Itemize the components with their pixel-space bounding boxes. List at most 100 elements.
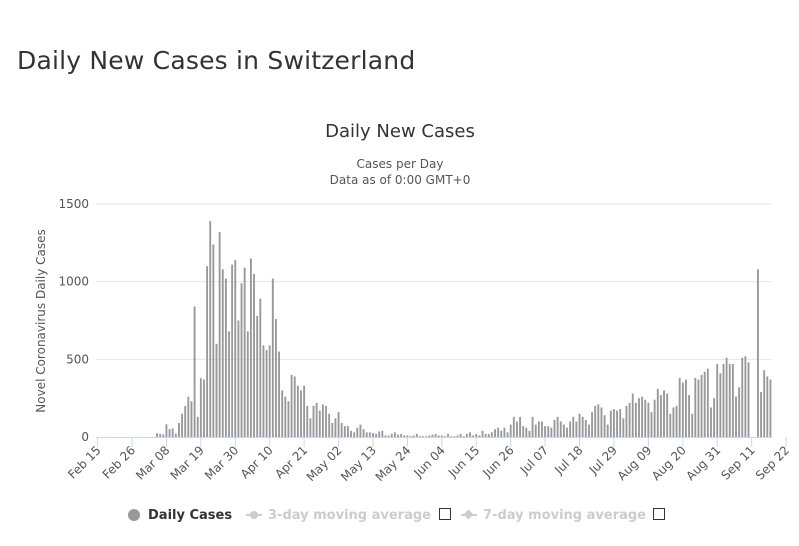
- bar-daily-cases[interactable]: [359, 424, 362, 437]
- bar-daily-cases[interactable]: [375, 433, 378, 437]
- bar-daily-cases[interactable]: [685, 379, 687, 437]
- bar-daily-cases[interactable]: [365, 432, 368, 437]
- bar-daily-cases[interactable]: [190, 401, 193, 437]
- bar-daily-cases[interactable]: [653, 399, 656, 437]
- bar-daily-cases[interactable]: [218, 231, 221, 437]
- bar-daily-cases[interactable]: [497, 427, 500, 437]
- bar-daily-cases[interactable]: [300, 390, 302, 437]
- bar-daily-cases[interactable]: [462, 436, 465, 437]
- bar-daily-cases[interactable]: [331, 423, 334, 437]
- bar-daily-cases[interactable]: [650, 412, 653, 437]
- bar-daily-cases[interactable]: [631, 393, 634, 437]
- bar-daily-cases[interactable]: [237, 320, 240, 438]
- bar-daily-cases[interactable]: [281, 390, 284, 437]
- bar-daily-cases[interactable]: [162, 434, 165, 437]
- bar-daily-cases[interactable]: [259, 298, 262, 437]
- bar-daily-cases[interactable]: [594, 405, 597, 437]
- bar-daily-cases[interactable]: [716, 363, 719, 437]
- bar-daily-cases[interactable]: [562, 424, 565, 437]
- bar-daily-cases[interactable]: [465, 433, 468, 437]
- bar-daily-cases[interactable]: [337, 412, 340, 437]
- bar-daily-cases[interactable]: [638, 398, 640, 437]
- bar-daily-cases[interactable]: [184, 405, 187, 437]
- bar-daily-cases[interactable]: [193, 306, 196, 437]
- bar-daily-cases[interactable]: [731, 363, 734, 437]
- bar-daily-cases[interactable]: [440, 435, 443, 437]
- bar-daily-cases[interactable]: [678, 377, 681, 437]
- bar-daily-cases[interactable]: [347, 426, 349, 437]
- bar-daily-cases[interactable]: [597, 404, 600, 437]
- bar-daily-cases[interactable]: [287, 401, 290, 437]
- bar-daily-cases[interactable]: [760, 391, 762, 437]
- bar-daily-cases[interactable]: [553, 419, 556, 437]
- bar-daily-cases[interactable]: [728, 363, 731, 437]
- bar-daily-cases[interactable]: [284, 396, 287, 437]
- bar-daily-cases[interactable]: [215, 343, 218, 437]
- bar-daily-cases[interactable]: [422, 436, 424, 437]
- bar-daily-cases[interactable]: [500, 430, 503, 437]
- bar-daily-cases[interactable]: [387, 435, 390, 437]
- bar-daily-cases[interactable]: [321, 404, 324, 437]
- bar-daily-cases[interactable]: [506, 432, 509, 437]
- bar-daily-cases[interactable]: [187, 396, 190, 437]
- bar-daily-cases[interactable]: [703, 371, 706, 437]
- bar-daily-cases[interactable]: [641, 396, 644, 437]
- bar-daily-cases[interactable]: [688, 395, 691, 437]
- bar-daily-cases[interactable]: [437, 435, 440, 437]
- bar-daily-cases[interactable]: [318, 410, 321, 437]
- bar-daily-cases[interactable]: [381, 430, 384, 437]
- bar-daily-cases[interactable]: [409, 436, 412, 437]
- bar-daily-cases[interactable]: [697, 379, 700, 437]
- bar-daily-cases[interactable]: [268, 345, 271, 437]
- bar-daily-cases[interactable]: [619, 409, 622, 437]
- bar-daily-cases[interactable]: [406, 435, 409, 437]
- bar-daily-cases[interactable]: [494, 429, 496, 437]
- bar-daily-cases[interactable]: [306, 405, 309, 437]
- bar-daily-cases[interactable]: [271, 278, 274, 437]
- bar-daily-cases[interactable]: [400, 433, 403, 437]
- bar-daily-cases[interactable]: [672, 407, 675, 437]
- bar-daily-cases[interactable]: [428, 435, 431, 437]
- bar-daily-cases[interactable]: [372, 433, 374, 437]
- bar-daily-cases[interactable]: [738, 387, 741, 437]
- bar-daily-cases[interactable]: [249, 258, 252, 437]
- bar-daily-cases[interactable]: [666, 393, 669, 437]
- bar-daily-cases[interactable]: [572, 416, 575, 437]
- bar-daily-cases[interactable]: [418, 436, 421, 437]
- bar-daily-cases[interactable]: [334, 418, 337, 437]
- bar-daily-cases[interactable]: [243, 267, 246, 437]
- bar-daily-cases[interactable]: [559, 421, 562, 437]
- bar-daily-cases[interactable]: [168, 429, 171, 437]
- bar-daily-cases[interactable]: [340, 423, 343, 437]
- bar-daily-cases[interactable]: [156, 433, 158, 437]
- bar-daily-cases[interactable]: [343, 426, 346, 437]
- bar-daily-cases[interactable]: [487, 433, 490, 437]
- bar-daily-cases[interactable]: [315, 402, 318, 437]
- bar-daily-cases[interactable]: [606, 424, 609, 437]
- bar-daily-cases[interactable]: [537, 421, 540, 437]
- bar-daily-cases[interactable]: [522, 426, 525, 437]
- bar-daily-cases[interactable]: [616, 410, 619, 437]
- bar-daily-cases[interactable]: [224, 278, 227, 437]
- bar-daily-cases[interactable]: [719, 373, 722, 437]
- bar-daily-cases[interactable]: [196, 416, 199, 437]
- bar-daily-cases[interactable]: [397, 434, 399, 437]
- bar-daily-cases[interactable]: [503, 427, 506, 437]
- bar-daily-cases[interactable]: [350, 430, 353, 437]
- bar-daily-cases[interactable]: [747, 362, 750, 437]
- bar-daily-cases[interactable]: [431, 434, 434, 437]
- bar-daily-cases[interactable]: [644, 399, 647, 437]
- bar-daily-cases[interactable]: [303, 385, 306, 437]
- bar-daily-cases[interactable]: [234, 259, 237, 437]
- bar-daily-cases[interactable]: [231, 264, 234, 437]
- bar-daily-cases[interactable]: [681, 382, 684, 437]
- bar-daily-cases[interactable]: [547, 426, 550, 437]
- bar-daily-cases[interactable]: [171, 428, 174, 437]
- bar-daily-cases[interactable]: [725, 357, 728, 437]
- bar-daily-cases[interactable]: [475, 433, 478, 437]
- bar-daily-cases[interactable]: [253, 273, 255, 437]
- bar-daily-cases[interactable]: [691, 413, 694, 437]
- bar-daily-cases[interactable]: [566, 427, 568, 437]
- bar-daily-cases[interactable]: [240, 283, 243, 437]
- bar-daily-cases[interactable]: [174, 433, 177, 437]
